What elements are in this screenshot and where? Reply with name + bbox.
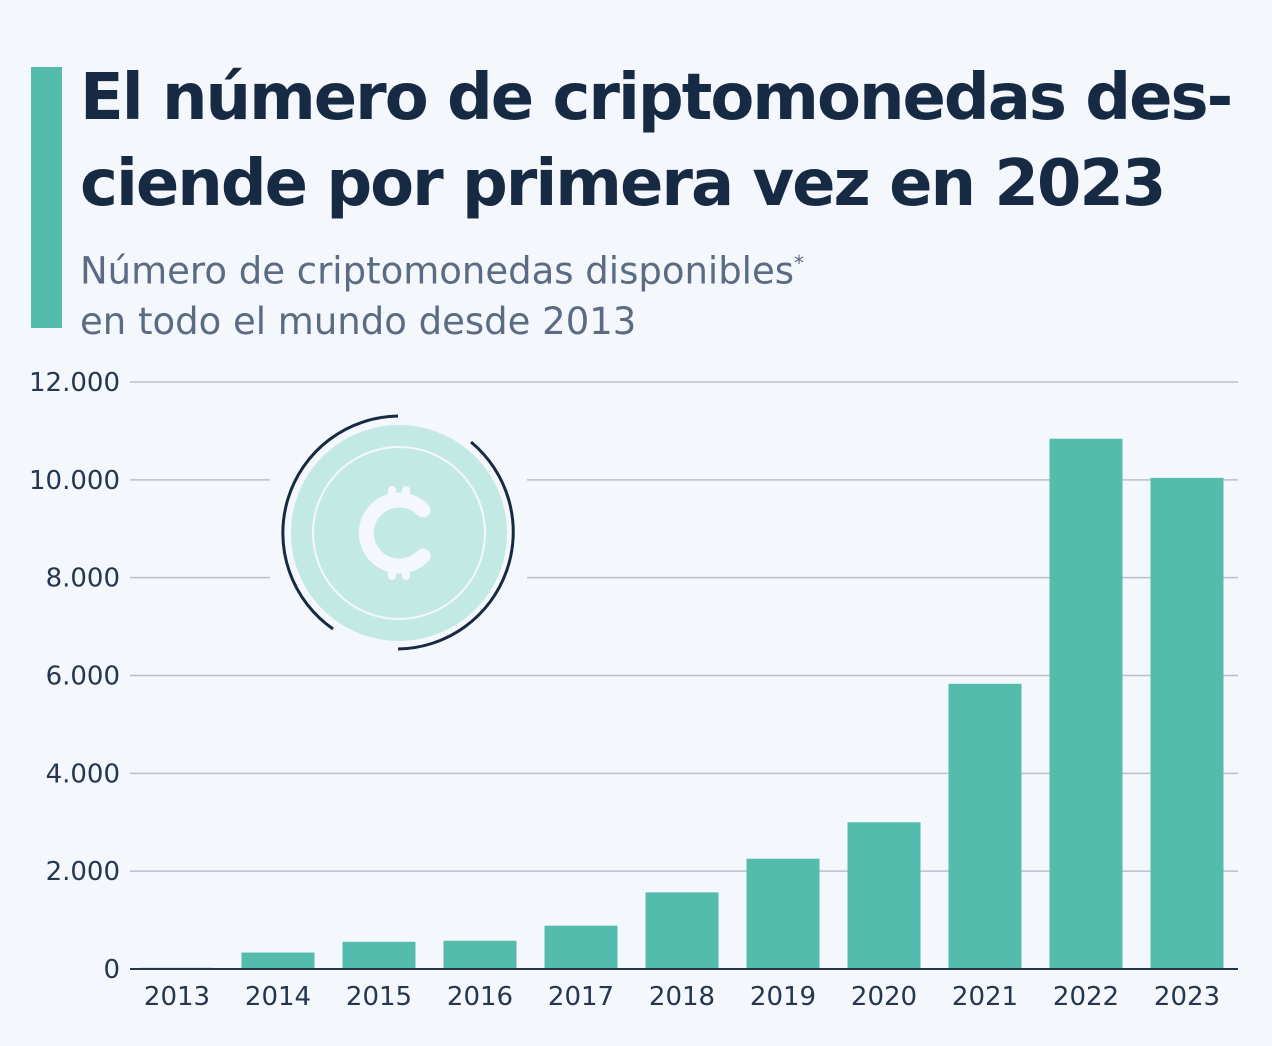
x-tick-label: 2017 [548, 982, 614, 1012]
chart-subtitle: Número de criptomonedas disponibles* en … [80, 238, 804, 347]
x-tick-label: 2019 [750, 982, 816, 1012]
bar-2016 [443, 940, 517, 969]
x-tick-label: 2023 [1154, 982, 1220, 1012]
x-tick-label: 2020 [851, 982, 917, 1012]
bar-2023 [1150, 477, 1224, 969]
x-tick-label: 2014 [245, 982, 311, 1012]
bar-2014 [241, 952, 315, 969]
y-tick-label: 0 [103, 955, 120, 985]
crypto-coin-icon [281, 414, 515, 651]
x-tick-label: 2022 [1053, 982, 1119, 1012]
y-tick-label: 6.000 [46, 662, 120, 692]
bar-2022 [1049, 438, 1123, 969]
bar-2015 [342, 941, 416, 969]
x-tick-label: 2018 [649, 982, 715, 1012]
y-tick-label: 10.000 [29, 466, 120, 496]
y-tick-label: 4.000 [46, 759, 120, 789]
bar-2019 [746, 858, 820, 969]
y-tick-label: 2.000 [46, 857, 120, 887]
x-tick-label: 2021 [952, 982, 1018, 1012]
footnote-mark: * [794, 251, 805, 275]
subtitle-line-1: Número de criptomonedas disponibles [80, 249, 795, 293]
subtitle-line-2: en todo el mundo desde 2013 [80, 300, 637, 344]
chart-title: El número de criptomonedas des- ciende p… [80, 61, 1233, 221]
y-tick-label: 12.000 [29, 368, 120, 398]
bar-2018 [645, 892, 719, 969]
y-tick-label: 8.000 [46, 564, 120, 594]
bar-2020 [847, 822, 921, 969]
x-tick-label: 2016 [447, 982, 513, 1012]
x-tick-label: 2013 [144, 982, 210, 1012]
bar-2021 [948, 683, 1022, 969]
x-tick-label: 2015 [346, 982, 412, 1012]
bar-2017 [544, 925, 618, 969]
accent-bar [31, 67, 62, 328]
